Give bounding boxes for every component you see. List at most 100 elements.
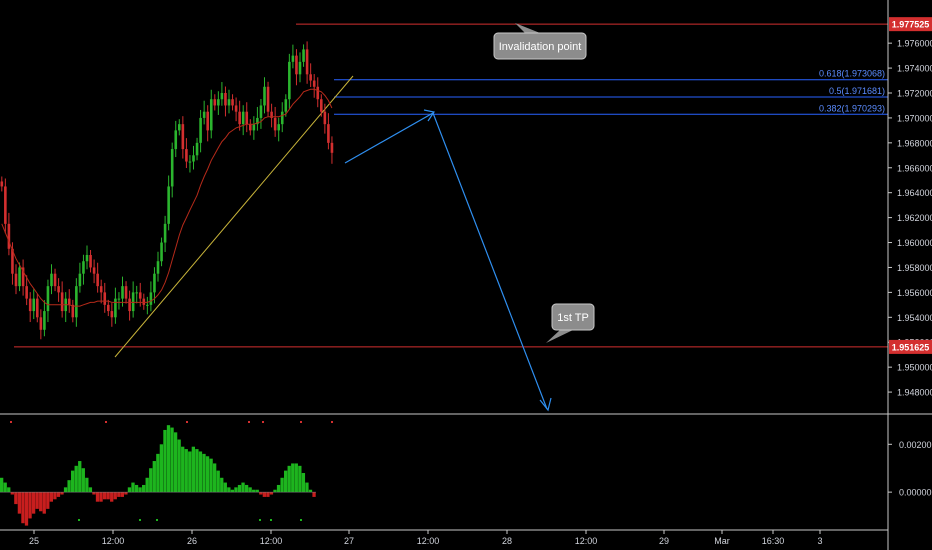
histogram-bar xyxy=(166,425,171,493)
price-axis-label: 1.954000 xyxy=(897,313,932,323)
histogram-bar xyxy=(170,427,174,493)
histogram-bar xyxy=(24,492,29,526)
candle-body xyxy=(266,86,270,112)
candle-body xyxy=(188,161,192,163)
candle-body xyxy=(92,267,96,274)
candle-body xyxy=(316,86,320,100)
price-axis-label: 1.966000 xyxy=(897,163,932,173)
histogram-bar xyxy=(287,465,291,493)
candle-body xyxy=(280,111,284,125)
histogram-bar xyxy=(149,468,153,493)
signal-dot-sell xyxy=(262,421,264,423)
candle-body xyxy=(14,273,18,287)
histogram-bar xyxy=(262,492,266,497)
price-level-tag-label: 1.951625 xyxy=(892,342,930,352)
candle-body xyxy=(213,99,217,106)
candle-body xyxy=(273,117,277,131)
price-axis: 1.976000 1.974000 1.972000 1.970000 1.968000… xyxy=(887,0,932,550)
histogram-bar xyxy=(142,484,146,493)
histogram-bar xyxy=(259,492,263,495)
histogram-bar xyxy=(298,465,302,493)
time-axis-label: 12:00 xyxy=(417,536,440,546)
histogram-bar xyxy=(230,489,235,493)
histogram-bar xyxy=(205,456,210,493)
histogram-bar xyxy=(49,492,53,502)
candle-body xyxy=(302,49,305,62)
price-axis-label: 1.970000 xyxy=(897,113,932,123)
histogram-bar xyxy=(220,477,224,493)
candle-body xyxy=(114,298,117,318)
candle-body xyxy=(7,223,11,249)
histogram-bar xyxy=(216,470,220,493)
candle-body xyxy=(78,273,82,287)
price-axis-label: 1.960000 xyxy=(897,238,932,248)
histogram-bar xyxy=(28,492,32,519)
histogram-bar xyxy=(184,449,188,493)
histogram-bar xyxy=(301,473,306,493)
candle-body xyxy=(21,267,25,287)
time-axis-label: 28 xyxy=(502,536,512,546)
candle-body xyxy=(227,99,231,106)
histogram-bar xyxy=(269,492,274,495)
signal-dot-buy xyxy=(270,519,272,521)
time-axis-label: 27 xyxy=(344,536,354,546)
histogram-bar xyxy=(99,492,103,502)
candle-body xyxy=(131,292,135,312)
candle-body xyxy=(103,292,107,305)
candle-body xyxy=(60,292,64,312)
fib-level-label: 0.618(1.973068) xyxy=(819,69,885,79)
histogram-bar xyxy=(106,492,110,500)
candle-body xyxy=(181,124,185,150)
callout-box xyxy=(493,32,587,60)
candle-body xyxy=(174,130,178,150)
histogram-bar xyxy=(74,465,78,493)
price-axis-label: 1.948000 xyxy=(897,388,932,398)
candle-body xyxy=(107,304,110,312)
candle-body xyxy=(234,105,238,112)
histogram-bar xyxy=(120,492,124,497)
candle-body xyxy=(185,149,188,162)
invalidation-point-label: Invalidation point xyxy=(499,41,582,53)
candle-body xyxy=(224,93,227,106)
histogram-bar xyxy=(124,492,128,495)
histogram-bar xyxy=(145,477,149,493)
candle-body xyxy=(121,286,124,299)
candle-body xyxy=(46,286,50,312)
histogram-bar xyxy=(42,492,46,514)
histogram-bar xyxy=(156,453,160,493)
histogram-bar xyxy=(85,477,89,493)
candle-body xyxy=(206,111,209,131)
histogram-bar xyxy=(117,492,121,497)
candle-body xyxy=(32,298,36,312)
candle-body xyxy=(160,242,163,262)
histogram-bar xyxy=(191,446,195,493)
signal-dot-sell xyxy=(331,421,333,423)
time-axis-label: 25 xyxy=(29,536,39,546)
histogram-bar xyxy=(227,487,231,493)
price-axis-label: 1.958000 xyxy=(897,263,932,273)
callout-pointer xyxy=(515,23,540,33)
candle-body xyxy=(128,298,131,312)
candle-body xyxy=(231,99,234,106)
price-level-tag xyxy=(889,339,932,354)
candle-body xyxy=(288,61,291,100)
candle-body xyxy=(71,304,75,318)
histogram-bar xyxy=(63,487,68,493)
histogram-bar xyxy=(312,492,316,497)
projection-arrowhead-down xyxy=(539,397,552,412)
histogram-bar xyxy=(252,489,256,493)
candle-body xyxy=(75,286,78,318)
candle-body xyxy=(305,49,309,75)
price-axis-label: 1.962000 xyxy=(897,213,932,223)
signal-dot-buy xyxy=(300,519,302,521)
histogram-bar xyxy=(102,492,107,500)
candle-body xyxy=(217,99,220,106)
histogram-bar xyxy=(276,484,281,493)
drawing-tools: Invalidation point 1st TP xyxy=(344,23,595,412)
histogram-bar xyxy=(0,477,4,493)
signal-dot-sell xyxy=(248,421,250,423)
candle-body xyxy=(11,248,14,274)
histogram-bar xyxy=(198,451,203,493)
histogram-bar xyxy=(56,492,61,497)
time-axis-label: 16:30 xyxy=(762,536,785,546)
